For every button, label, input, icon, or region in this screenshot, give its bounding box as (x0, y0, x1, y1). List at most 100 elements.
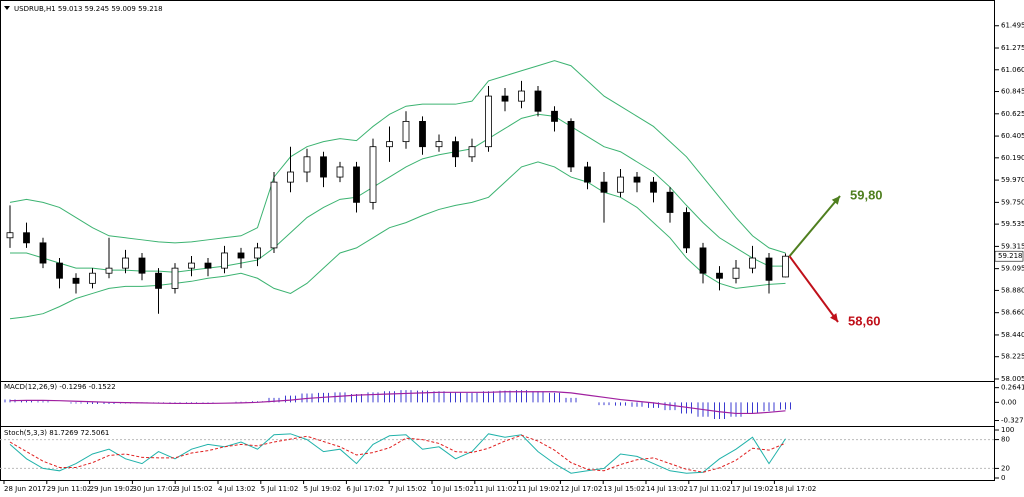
candle-body (782, 255, 789, 278)
macd-signal (9, 391, 786, 415)
y-tick-label: 60.845 (1001, 88, 1024, 96)
x-tick-label: 17 Jul 11:02 (689, 485, 731, 493)
panel-title: Stoch(5,3,3) 81.7269 72.5061 (4, 429, 109, 437)
annotation: 58,60 (848, 313, 881, 328)
candle-body (105, 267, 113, 274)
y-tick-label: 58.880 (1001, 286, 1024, 294)
chart-title: USDRUB,H1 59.013 59.245 59.009 59.218 (14, 5, 163, 13)
x-tick-label: 28 Jun 2017 (4, 485, 46, 493)
x-tick-label: 17 Jul 19:02 (732, 485, 774, 493)
menu-icon (4, 6, 10, 10)
candle-body (699, 247, 707, 274)
candle-body (485, 95, 492, 148)
x-tick-label: 29 Jun 11:02 (47, 485, 91, 493)
y-tick-label: 0.00 (1001, 398, 1017, 406)
candle-body (287, 171, 294, 183)
x-tick-label: 6 Jul 17:02 (346, 485, 384, 493)
arrow-shaft (788, 255, 839, 323)
annotation: 59,80 (850, 187, 883, 202)
y-tick-label: 60.625 (1001, 110, 1024, 118)
y-tick-label: 60.190 (1001, 154, 1024, 162)
y-tick-label: 100 (1001, 426, 1014, 434)
y-tick-label: 20 (1001, 464, 1010, 472)
y-tick-label: 58.660 (1001, 309, 1024, 317)
candle-body (336, 166, 344, 178)
x-tick-label: 10 Jul 15:02 (432, 485, 474, 493)
candle-body (650, 181, 657, 193)
x-tick-label: 3 Jul 15:02 (175, 485, 213, 493)
candle-body (402, 120, 410, 143)
y-tick-label: 58.440 (1001, 331, 1024, 339)
x-tick-label: 11 Jul 19:02 (518, 485, 560, 493)
y-tick-label: 61.060 (1001, 66, 1024, 74)
price-box (994, 250, 1024, 262)
candle-body (716, 272, 723, 279)
y-tick-label: 80 (1001, 436, 1010, 444)
candle-body (254, 247, 261, 259)
candle-body (600, 181, 608, 193)
candle-body (419, 120, 426, 148)
y-tick-label: 58.225 (1001, 353, 1024, 361)
x-tick-label: 4 Jul 13:02 (218, 485, 256, 493)
x-tick-label: 14 Jul 13:02 (646, 485, 688, 493)
stoch-line (9, 434, 786, 473)
band-upper (9, 60, 786, 254)
candle-body (353, 166, 360, 203)
candle-body (501, 95, 509, 102)
band-lower (9, 161, 786, 320)
candle-body (56, 262, 63, 279)
x-tick-label: 12 Jul 17:02 (560, 485, 602, 493)
candle-body (138, 257, 146, 274)
candle-body (617, 176, 624, 193)
y-tick-label: 59.535 (1001, 220, 1024, 228)
candle-body (320, 156, 327, 178)
candle-body (204, 262, 212, 269)
candle-body (518, 90, 525, 102)
y-tick-label: -0.3273 (1001, 417, 1024, 425)
price-label: 59.218 (998, 252, 1023, 260)
candle-body (765, 257, 773, 281)
candle-body (89, 272, 96, 284)
x-tick-label: 18 Jul 17:02 (774, 485, 816, 493)
x-tick-label: 30 Jun 17:02 (132, 485, 176, 493)
candle-body (567, 120, 575, 168)
candle-body (633, 176, 641, 183)
candle-body (6, 232, 14, 239)
arrow-head (831, 196, 840, 205)
candle-body (188, 262, 195, 269)
y-tick-label: 61.275 (1001, 44, 1024, 52)
candle-body (666, 191, 674, 213)
candle-body (551, 110, 558, 122)
y-tick-label: 61.495 (1001, 22, 1024, 30)
y-tick-label: 0.2641 (1001, 384, 1024, 392)
candle-body (171, 267, 179, 289)
x-tick-label: 5 Jul 19:02 (304, 485, 342, 493)
x-tick-label: 13 Jul 15:02 (603, 485, 645, 493)
candle-body (39, 242, 47, 264)
candle-body (155, 272, 162, 289)
candle-body (23, 232, 30, 244)
x-tick-label: 29 Jun 19:02 (90, 485, 134, 493)
candle-body (386, 141, 393, 148)
candle-body (303, 156, 311, 173)
x-tick-label: 11 Jul 11:02 (475, 485, 517, 493)
candle-body (122, 257, 129, 269)
candle-body (584, 166, 591, 183)
candle-body (237, 252, 245, 259)
y-tick-label: 60.405 (1001, 132, 1024, 140)
y-tick-label: 59.750 (1001, 198, 1024, 206)
candle-body (270, 181, 278, 249)
x-tick-label: 7 Jul 15:02 (389, 485, 427, 493)
candle-body (369, 146, 377, 203)
x-tick-label: 5 Jul 11:02 (261, 485, 299, 493)
candle-body (749, 257, 756, 269)
y-tick-label: 59.315 (1001, 242, 1024, 250)
candle-body (468, 146, 476, 158)
y-tick-label: 0 (1001, 474, 1005, 482)
candle-body (683, 212, 690, 249)
y-tick-label: 59.095 (1001, 265, 1024, 273)
stoch-line (9, 433, 786, 474)
arrow-head (830, 313, 838, 322)
candle-body (221, 252, 228, 269)
